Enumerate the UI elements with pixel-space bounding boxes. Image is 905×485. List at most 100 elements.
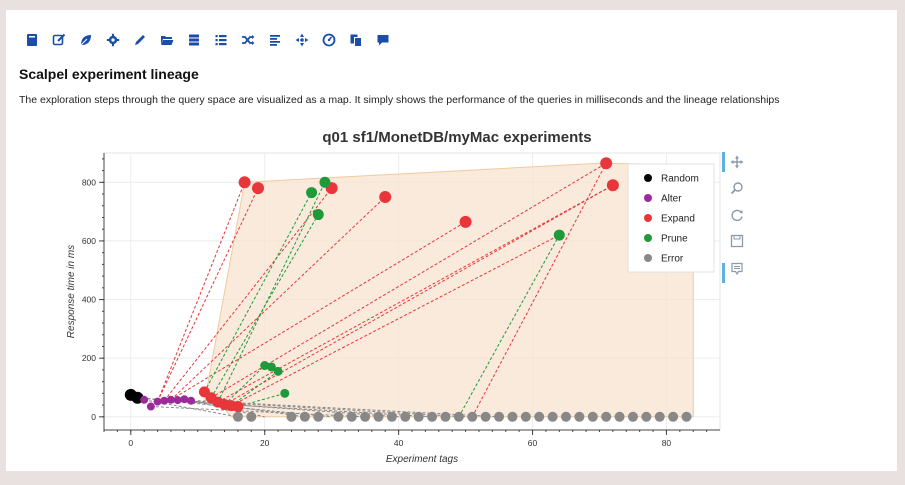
data-point-prune [319,176,331,188]
x-tick-label: 0 [128,438,133,448]
open-folder-button[interactable] [153,30,180,50]
server-icon [188,34,199,46]
data-point-error [467,411,478,422]
lineage-edge [217,182,326,403]
lineage-edge [217,184,614,403]
data-point-expand [238,176,251,189]
data-point-error [627,411,638,422]
data-point-error [614,411,625,422]
comment-icon [377,35,388,46]
data-point-error [427,411,438,422]
copy-button[interactable] [342,30,369,50]
lineage-edge [170,221,466,401]
data-point-error [507,411,518,422]
data-point-alter [166,395,175,404]
data-point-error [480,411,491,422]
chart-title: q01 sf1/MonetDB/myMac experiments [322,129,591,146]
server-button[interactable] [180,30,207,50]
y-tick-label: 400 [82,295,96,305]
frame-border-left [0,0,6,485]
edit-icon [52,33,65,46]
lineage-edge [150,406,366,418]
leaf-button[interactable] [72,30,99,50]
data-point-alter [180,395,189,404]
data-point-error [246,411,257,422]
data-point-expand [600,157,613,170]
edit-button[interactable] [45,30,72,50]
lineage-edge [137,397,399,418]
x-tick-label: 40 [394,438,404,448]
data-point-error [386,411,397,422]
lineage-edge [224,365,266,405]
list-button[interactable] [207,30,234,50]
frame-border-right [897,0,905,485]
exploration-hull [203,162,694,418]
data-point-error [574,411,585,422]
data-point-error [413,411,424,422]
comment-button[interactable] [369,30,396,50]
data-point-error [440,411,451,422]
data-point-error [286,411,297,422]
book-button[interactable] [18,30,45,50]
align-left-icon [269,35,280,46]
data-point-prune [553,229,565,241]
data-point-prune [306,187,318,199]
data-point-alter [160,396,169,405]
lineage-edge [203,192,313,393]
legend-marker-alter [644,194,652,202]
data-point-error [299,411,310,422]
hover-tool[interactable] [728,260,746,278]
legend-label-alter: Alter [661,194,682,205]
zoom-tool[interactable] [728,179,746,197]
data-point-error [453,411,464,422]
save-tool-icon [730,234,744,248]
data-point-alter [153,397,162,406]
data-point-prune [260,361,270,371]
data-point-error [520,411,531,422]
data-point-prune [266,362,276,372]
lineage-edge [170,196,386,401]
frame-border-top [0,0,905,10]
data-point-prune [312,209,324,221]
data-point-error [547,411,558,422]
y-tick-label: 800 [82,177,96,187]
data-point-error [333,411,344,422]
data-point-expand [459,215,472,228]
active-tool-indicator [722,152,725,172]
lineage-edge [210,162,607,399]
data-point-alter [187,396,196,405]
lineage-edge [237,392,285,408]
save-tool[interactable] [728,232,746,250]
page-description: The exploration steps through the query … [19,94,780,106]
shuffle-icon [241,35,254,45]
leaf-icon [80,35,91,46]
book-icon [26,34,37,46]
data-point-error [601,411,612,422]
data-point-error [373,411,384,422]
data-point-prune [280,388,290,398]
data-point-error [346,411,357,422]
x-tick-label: 20 [260,438,270,448]
dashboard-button[interactable] [315,30,342,50]
lineage-edge [157,187,259,402]
data-point-expand [606,179,619,192]
y-axis-label: Response time in ms [66,245,77,338]
zoom-tool-icon [730,182,743,195]
y-tick-label: 600 [82,236,96,246]
lineage-edge [163,187,333,401]
pencil-button[interactable] [126,30,153,50]
legend-label-random: Random [661,174,699,185]
data-point-error [654,411,665,422]
pan-tool-icon [730,155,744,169]
pencil-icon [134,35,145,45]
align-left-button[interactable] [261,30,288,50]
settings-button[interactable] [99,30,126,50]
crosshair-button[interactable] [288,30,315,50]
pan-tool[interactable] [728,153,746,171]
shuffle-button[interactable] [234,30,261,50]
x-tick-label: 80 [662,438,672,448]
lineage-edge [190,400,305,418]
data-point-prune [273,366,283,376]
reset-tool[interactable] [728,206,746,224]
x-axis-label: Experiment tags [386,454,458,465]
